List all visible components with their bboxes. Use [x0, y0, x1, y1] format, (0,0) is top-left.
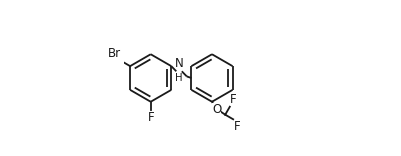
Text: F: F — [230, 93, 237, 106]
Text: F: F — [148, 111, 154, 124]
Text: H: H — [175, 73, 183, 83]
Text: F: F — [234, 120, 240, 133]
Text: Br: Br — [108, 47, 121, 60]
Text: N: N — [175, 57, 183, 70]
Text: O: O — [212, 103, 221, 116]
